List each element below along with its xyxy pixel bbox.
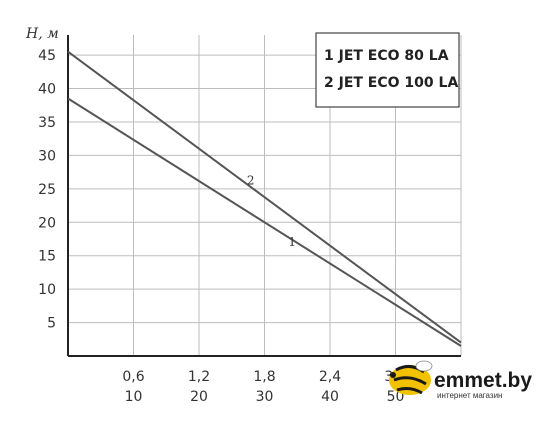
x2-tick-label: 40 <box>321 389 339 405</box>
series-lines: 12 <box>67 50 462 347</box>
y-tick-label: 35 <box>38 115 56 131</box>
series-line-1 <box>67 97 462 347</box>
y-axis-title: H, м <box>25 26 59 42</box>
x-tick-label: 2,4 <box>319 369 341 385</box>
x2-tick-label: 30 <box>256 389 274 405</box>
y-tick-label: 45 <box>38 48 56 64</box>
y-tick-label: 20 <box>38 215 56 231</box>
watermark-tagline: интернет магазин <box>437 391 502 400</box>
y-tick-label: 25 <box>38 182 56 198</box>
legend-entry-2: 2 JET ECO 100 LA <box>324 75 458 91</box>
series-curve-label-2: 2 <box>247 174 255 188</box>
x-tick-labels: 0,61,21,82,43,01020304050 <box>122 369 406 405</box>
series-line-2 <box>67 50 462 344</box>
axes <box>67 35 461 357</box>
x-tick-label: 1,8 <box>253 369 275 385</box>
x-tick-label: 0,6 <box>122 369 144 385</box>
y-tick-labels: 5 10 15 20 25 30 35 40 45 <box>38 48 56 332</box>
y-tick-label: 30 <box>38 148 56 164</box>
x2-tick-label: 10 <box>125 389 143 405</box>
y-tick-label: 5 <box>47 316 56 332</box>
y-tick-label: 15 <box>38 249 56 265</box>
series-curve-label-1: 1 <box>288 235 296 249</box>
y-tick-label: 40 <box>38 82 56 98</box>
x-tick-label: 1,2 <box>188 369 210 385</box>
watermark: emmet.by интернет магазин <box>389 360 532 400</box>
legend-entry-1: 1 JET ECO 80 LA <box>324 48 449 64</box>
bee-logo-icon <box>389 360 433 395</box>
legend-box <box>315 32 460 108</box>
x2-tick-label: 20 <box>190 389 208 405</box>
legend: 1 JET ECO 80 LA 2 JET ECO 100 LA <box>315 32 460 108</box>
watermark-brand: emmet.by <box>434 369 532 392</box>
y-tick-label: 10 <box>38 282 56 298</box>
